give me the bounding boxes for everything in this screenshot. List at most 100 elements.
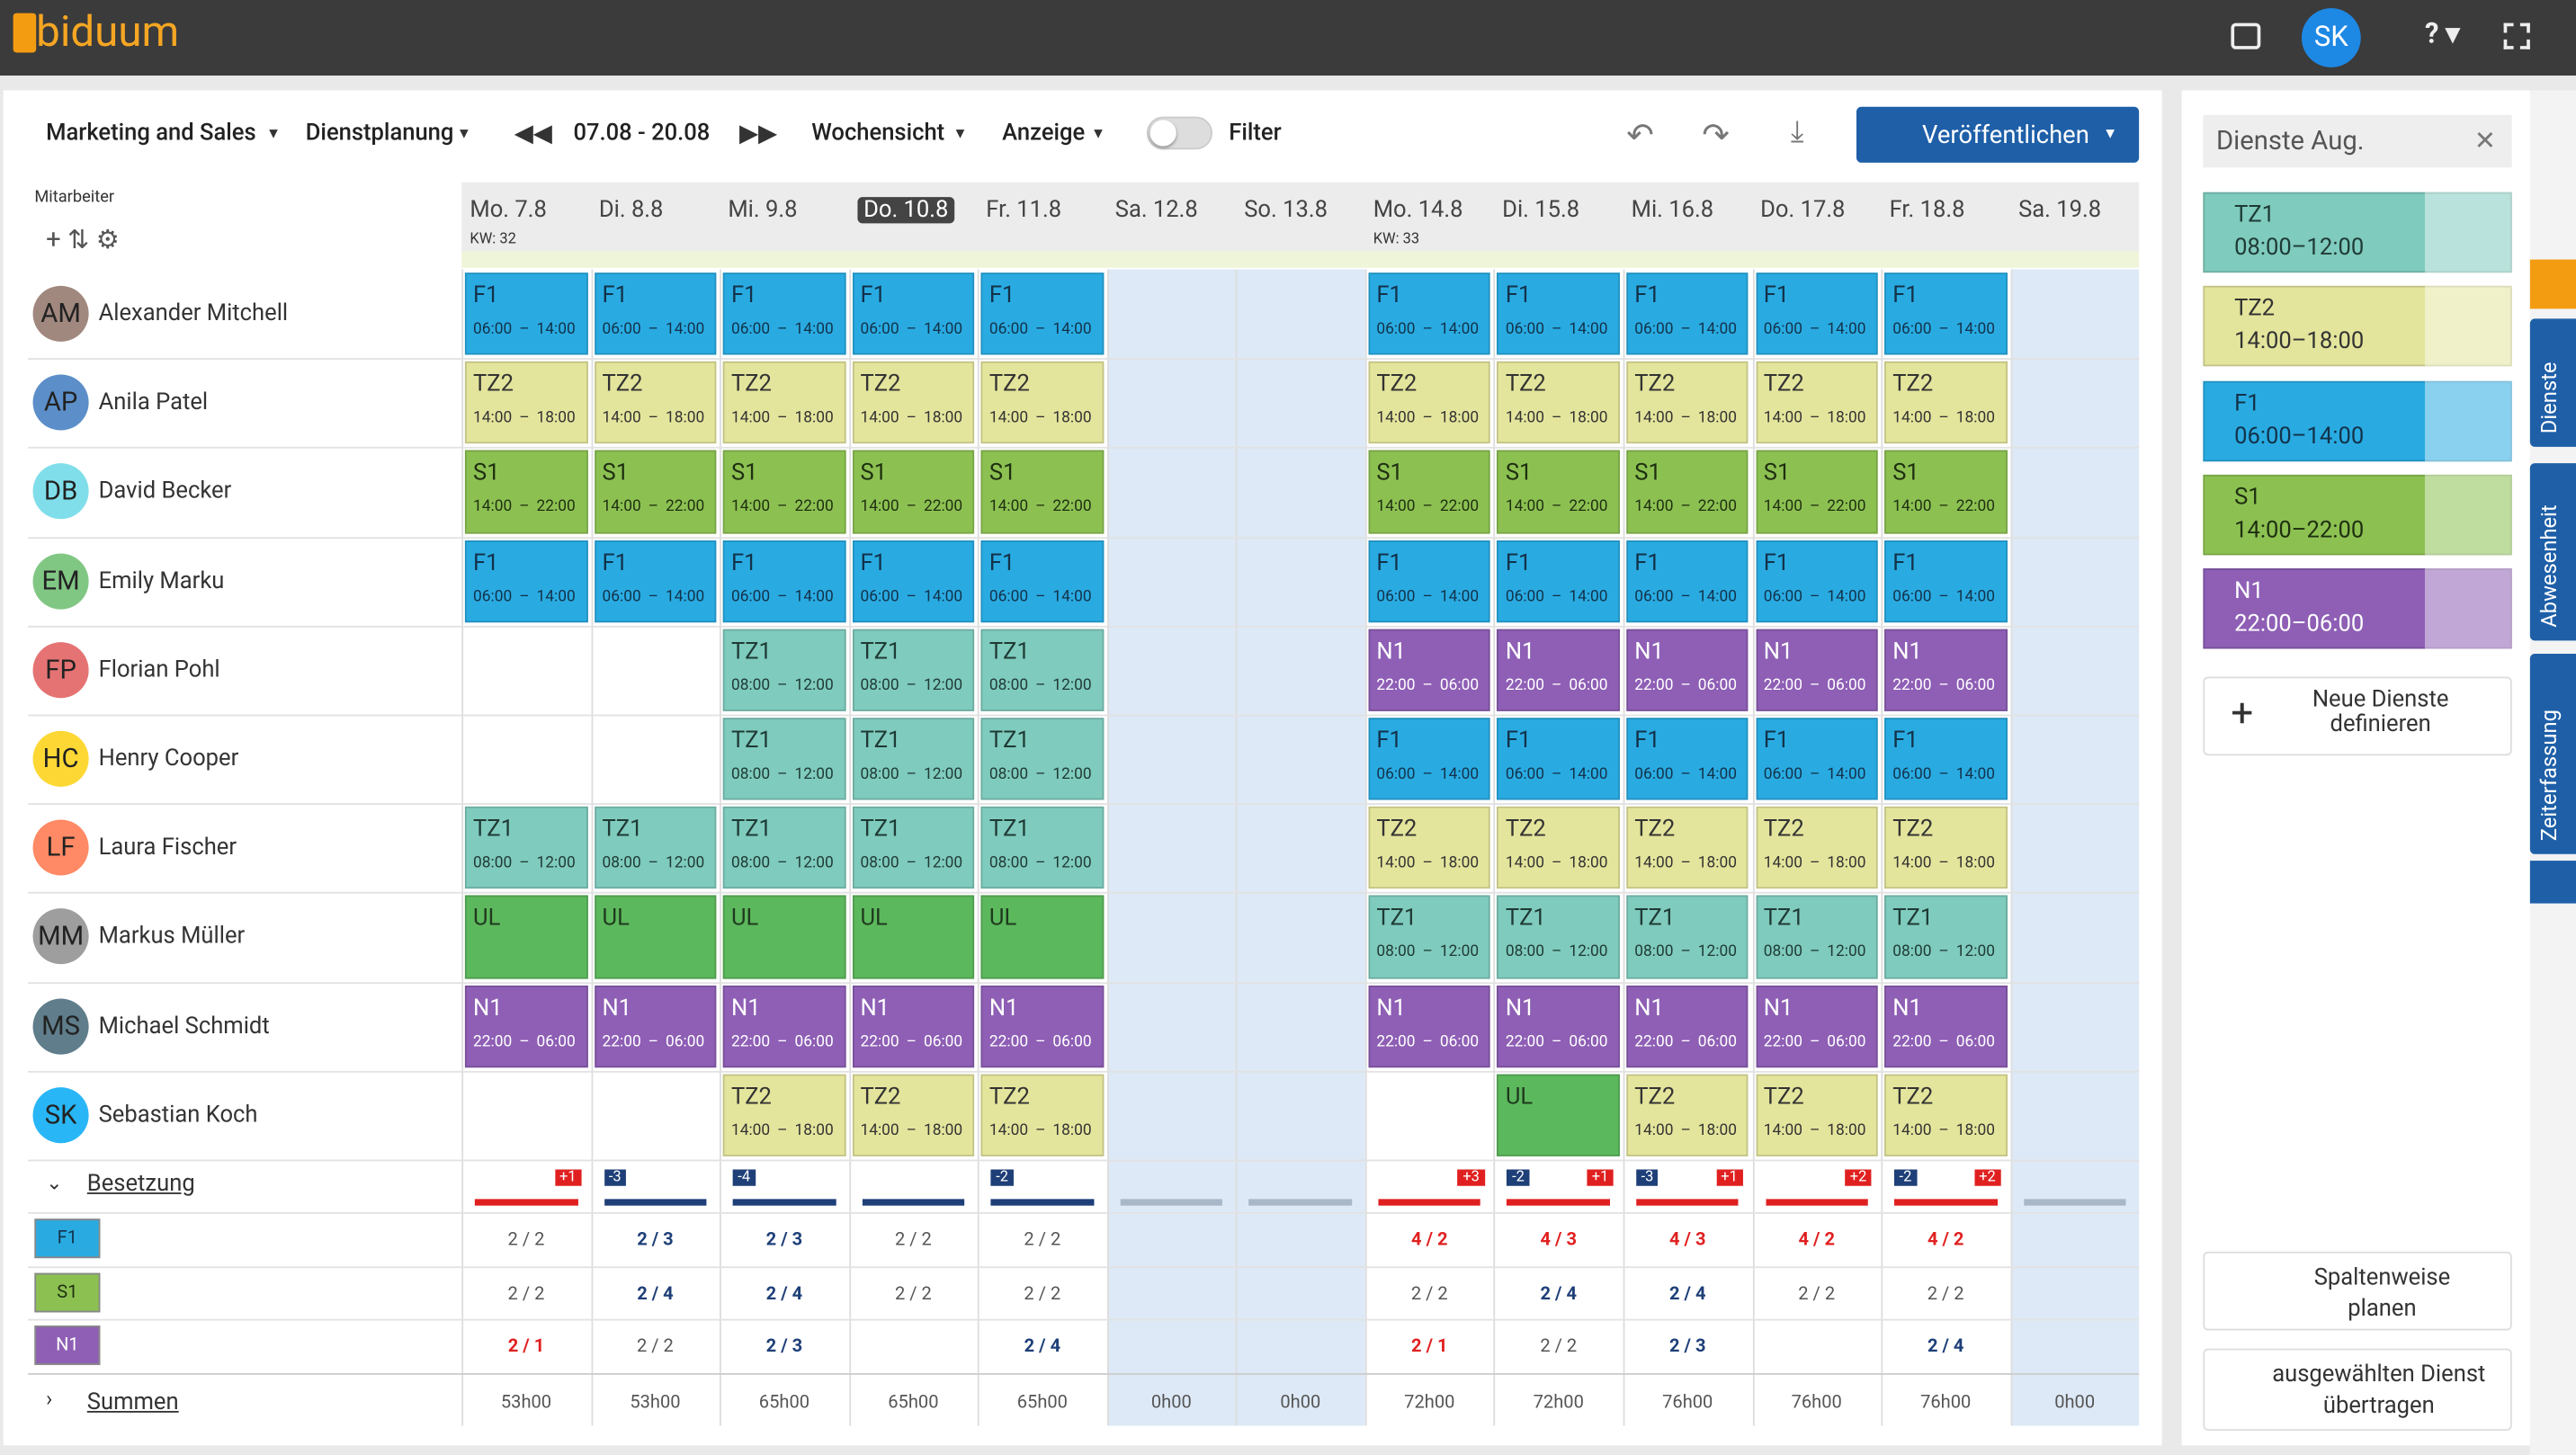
shift-cell[interactable]: [1497, 718, 1620, 800]
inbox-icon[interactable]: [2231, 22, 2261, 49]
shift-cell[interactable]: [1755, 1074, 1878, 1156]
shift-cell[interactable]: [464, 985, 588, 1067]
employee-name[interactable]: Anila Patel: [98, 389, 209, 416]
shift-cell[interactable]: [1368, 540, 1491, 622]
shift-cell[interactable]: [1497, 896, 1620, 978]
day-header[interactable]: Mo. 14.8: [1373, 197, 1463, 224]
shift-cell[interactable]: [1626, 1074, 1749, 1156]
shift-cell[interactable]: [1626, 272, 1749, 355]
employee-name[interactable]: Florian Pohl: [98, 656, 220, 683]
shift-cell[interactable]: [1884, 807, 2008, 889]
shift-cell[interactable]: [594, 540, 717, 622]
date-range[interactable]: 07.08 - 20.08: [573, 120, 711, 147]
shift-cell[interactable]: [1368, 362, 1491, 444]
employee-name[interactable]: Sebastian Koch: [98, 1102, 258, 1129]
publish-caret[interactable]: ▼: [2102, 126, 2118, 143]
shift-cell[interactable]: [852, 272, 975, 355]
shift-cell[interactable]: [1884, 540, 2008, 622]
shift-template[interactable]: [2203, 568, 2512, 649]
shift-cell[interactable]: [980, 1074, 1104, 1156]
shift-cell[interactable]: [1368, 272, 1491, 355]
day-header[interactable]: Do. 17.8: [1760, 197, 1846, 224]
shift-cell[interactable]: [852, 985, 975, 1067]
side-tab[interactable]: [2529, 318, 2576, 447]
shift-cell[interactable]: [594, 451, 717, 533]
day-header[interactable]: Di. 8.8: [598, 197, 664, 224]
shift-cell[interactable]: [852, 629, 975, 711]
side-tab-label[interactable]: Dienste: [2537, 362, 2563, 434]
shift-cell[interactable]: [1755, 540, 1878, 622]
shift-cell[interactable]: [594, 272, 717, 355]
undo[interactable]: ↶: [1626, 114, 1654, 155]
shift-cell[interactable]: [722, 272, 846, 355]
employee-name[interactable]: Laura Fischer: [98, 835, 237, 861]
shift-cell[interactable]: [1626, 540, 1749, 622]
employee-name[interactable]: Emily Marku: [98, 567, 225, 594]
shift-cell[interactable]: [852, 807, 975, 889]
day-header[interactable]: Fr. 11.8: [986, 197, 1062, 224]
shift-cell[interactable]: [1626, 896, 1749, 978]
shift-cell[interactable]: [852, 362, 975, 444]
shift-cell[interactable]: [464, 896, 588, 978]
new-shifts-button[interactable]: [2203, 676, 2512, 756]
shift-cell[interactable]: [852, 896, 975, 978]
shift-cell[interactable]: [1626, 362, 1749, 444]
shift-cell[interactable]: [1884, 272, 2008, 355]
employee-name[interactable]: Henry Cooper: [98, 745, 239, 772]
employee-name[interactable]: David Becker: [98, 478, 232, 505]
collapse-icon[interactable]: ⌄: [46, 1171, 63, 1194]
shift-cell[interactable]: [1755, 985, 1878, 1067]
shift-template[interactable]: [2203, 286, 2512, 367]
grid-tab[interactable]: [2529, 259, 2576, 309]
shift-cell[interactable]: [1497, 272, 1620, 355]
shift-cell[interactable]: [1626, 718, 1749, 800]
shift-cell[interactable]: [1755, 718, 1878, 800]
shift-cell[interactable]: [1626, 807, 1749, 889]
shift-cell[interactable]: [1368, 807, 1491, 889]
side-tab-label[interactable]: Abwesenheit: [2537, 504, 2563, 628]
shift-cell[interactable]: [980, 362, 1104, 444]
shift-cell[interactable]: [722, 896, 846, 978]
day-header[interactable]: Do. 10.8: [856, 197, 955, 224]
shift-cell[interactable]: [464, 272, 588, 355]
shift-cell[interactable]: [722, 362, 846, 444]
shift-cell[interactable]: [980, 718, 1104, 800]
redo[interactable]: ↷: [1702, 114, 1730, 155]
shift-cell[interactable]: [722, 985, 846, 1067]
shift-cell[interactable]: [852, 451, 975, 533]
shift-cell[interactable]: [1368, 718, 1491, 800]
publish-label[interactable]: Veröffentlichen: [1922, 120, 2089, 150]
shift-template-handle[interactable]: [2424, 286, 2512, 367]
fullscreen-icon[interactable]: [2503, 22, 2530, 49]
logo[interactable]: biduum: [36, 8, 180, 58]
shift-cell[interactable]: [852, 1074, 975, 1156]
shift-cell[interactable]: [1884, 896, 2008, 978]
shift-cell[interactable]: [1755, 272, 1878, 355]
prev-button[interactable]: ◀◀: [514, 118, 552, 148]
shift-cell[interactable]: [1497, 451, 1620, 533]
help-icon[interactable]: ? ▾: [2424, 18, 2460, 51]
shift-cell[interactable]: [464, 451, 588, 533]
column-plan-button[interactable]: [2203, 1251, 2512, 1331]
download[interactable]: ⤓: [1790, 114, 1804, 150]
day-header[interactable]: So. 13.8: [1244, 197, 1328, 224]
shift-cell[interactable]: [980, 629, 1104, 711]
shift-cell[interactable]: [1755, 896, 1878, 978]
shift-cell[interactable]: [1884, 451, 2008, 533]
transfer-label[interactable]: ausgewählten Dienst übertragen: [2272, 1361, 2486, 1420]
shift-template-handle[interactable]: [2424, 380, 2512, 461]
day-header[interactable]: Sa. 12.8: [1114, 197, 1198, 224]
shift-cell[interactable]: [722, 807, 846, 889]
shift-cell[interactable]: [594, 896, 717, 978]
day-header[interactable]: Sa. 19.8: [2018, 197, 2102, 224]
column-plan-label[interactable]: Spaltenweise planen: [2313, 1264, 2451, 1323]
shift-cell[interactable]: [594, 362, 717, 444]
mode-select[interactable]: Dienstplanung: [305, 120, 454, 147]
shift-cell[interactable]: [1755, 451, 1878, 533]
plus-icon[interactable]: +: [2231, 690, 2254, 736]
transfer-button[interactable]: [2203, 1348, 2512, 1431]
shift-template-handle[interactable]: [2424, 474, 2512, 556]
info-tab[interactable]: [2529, 861, 2576, 904]
close-button[interactable]: ✕: [2473, 124, 2497, 156]
shift-cell[interactable]: [1884, 985, 2008, 1067]
